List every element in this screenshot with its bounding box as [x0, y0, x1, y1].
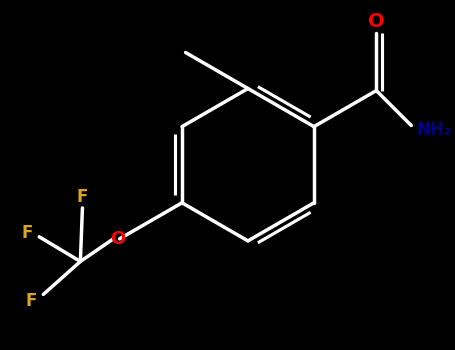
Text: F: F: [77, 188, 88, 206]
Text: NH₂: NH₂: [416, 121, 451, 139]
Text: O: O: [368, 12, 384, 31]
Text: O: O: [110, 230, 125, 248]
Text: F: F: [25, 292, 37, 310]
Text: F: F: [21, 224, 32, 241]
